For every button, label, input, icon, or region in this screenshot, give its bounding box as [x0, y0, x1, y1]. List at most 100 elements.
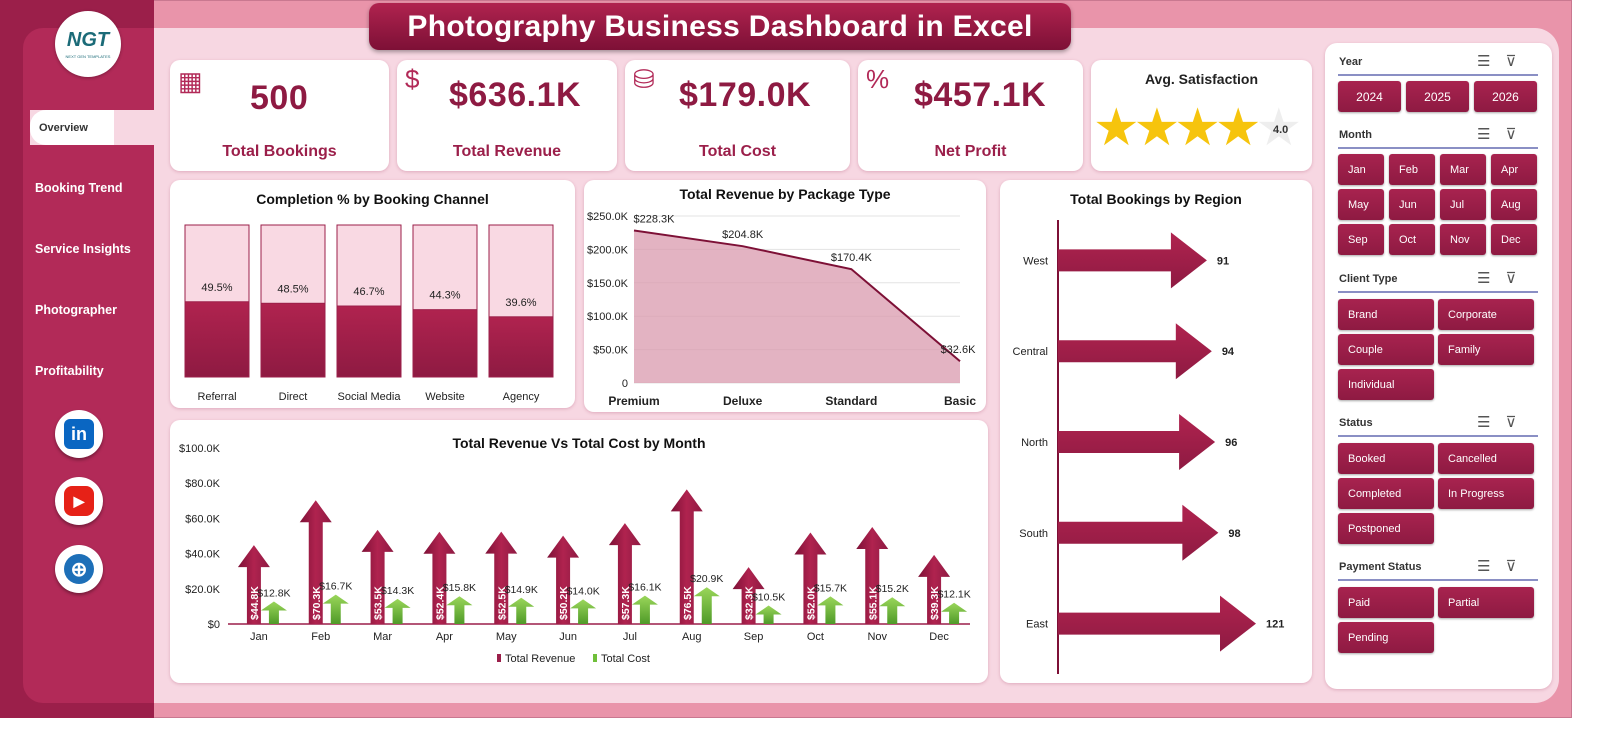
nav-item-profitability[interactable]: Profitability: [35, 364, 104, 378]
youtube-icon: ▶: [64, 486, 94, 516]
month-chart-card: Total Revenue Vs Total Cost by Month $10…: [170, 420, 988, 683]
avg-satisfaction-card: Avg. Satisfaction ★ ★ ★ ★ ★ 4.0: [1091, 60, 1312, 171]
y-tick-label: $60.0K: [185, 513, 221, 525]
month-category-label: May: [496, 631, 517, 643]
nav-item-service-insights[interactable]: Service Insights: [35, 242, 131, 256]
filter-status-booked[interactable]: Booked: [1338, 443, 1434, 474]
month-category-label: Feb: [311, 631, 330, 643]
filter-client-couple[interactable]: Couple: [1338, 334, 1434, 365]
region-data-label: 98: [1228, 528, 1240, 540]
filter-payment-pending[interactable]: Pending: [1338, 622, 1434, 653]
legend-cost-swatch: [593, 654, 597, 662]
month-category-label: Apr: [436, 631, 453, 643]
package-category-label: Deluxe: [723, 394, 763, 408]
clear-filter-icon[interactable]: ⊽: [1505, 53, 1517, 70]
clear-filter-icon[interactable]: ⊽: [1505, 558, 1517, 575]
filter-year-2025[interactable]: 2025: [1406, 81, 1469, 112]
filter-client-family[interactable]: Family: [1438, 334, 1534, 365]
kpi-total-bookings: ▦ 500 Total Bookings: [170, 60, 389, 171]
region-category-label: North: [1021, 437, 1048, 449]
filter-month-feb[interactable]: Feb: [1389, 154, 1435, 185]
clear-filter-icon[interactable]: ⊽: [1505, 270, 1517, 287]
cost-arrow: [817, 596, 844, 624]
cost-data-label: $14.3K: [381, 585, 414, 597]
region-data-label: 121: [1266, 619, 1284, 631]
filter-client-brand[interactable]: Brand: [1338, 299, 1434, 330]
cost-data-label: $12.8K: [257, 587, 290, 599]
star-filled-icon: ★: [1214, 99, 1262, 157]
filter-status-completed[interactable]: Completed: [1338, 478, 1434, 509]
clear-filter-icon[interactable]: ⊽: [1505, 414, 1517, 431]
filter-month-apr[interactable]: Apr: [1491, 154, 1537, 185]
cost-data-label: $15.8K: [443, 582, 476, 594]
filter-month-jul[interactable]: Jul: [1440, 189, 1486, 220]
filter-month-aug[interactable]: Aug: [1491, 189, 1537, 220]
completion-data-label: 49.5%: [201, 282, 232, 294]
month-category-label: Jul: [623, 631, 637, 643]
chart-title: Total Revenue Vs Total Cost by Month: [452, 435, 706, 451]
y-tick-label: $20.0K: [185, 584, 221, 596]
filter-year-2024[interactable]: 2024: [1338, 81, 1401, 112]
filter-client-corporate[interactable]: Corporate: [1438, 299, 1534, 330]
filter-status-label: Status: [1339, 417, 1373, 429]
clear-filter-icon[interactable]: ⊽: [1505, 126, 1517, 143]
bookings-icon: ▦: [178, 66, 203, 96]
filter-month-sep[interactable]: Sep: [1338, 224, 1384, 255]
filter-payment-paid[interactable]: Paid: [1338, 587, 1434, 618]
filter-year-label: Year: [1339, 56, 1363, 68]
multi-select-icon[interactable]: ☰: [1477, 414, 1491, 431]
cost-data-label: $16.7K: [319, 581, 352, 593]
cost-arrow: [260, 601, 287, 624]
month-category-label: Oct: [807, 631, 824, 643]
multi-select-icon[interactable]: ☰: [1477, 53, 1491, 70]
filter-year-2026[interactable]: 2026: [1474, 81, 1537, 112]
y-tick-label: $100.0K: [587, 311, 629, 323]
multi-select-icon[interactable]: ☰: [1477, 270, 1491, 287]
filter-divider: [1338, 579, 1538, 581]
revenue-arrow: [423, 531, 456, 624]
package-data-label: $228.3K: [634, 213, 676, 225]
cost-data-label: $20.9K: [690, 573, 723, 585]
month-category-label: Nov: [867, 631, 887, 643]
region-arrow: [1058, 414, 1216, 470]
cost-arrow: [693, 587, 720, 624]
legend-cost-label: Total Cost: [601, 653, 650, 665]
filter-client-individual[interactable]: Individual: [1338, 369, 1434, 400]
filter-client-type-label: Client Type: [1339, 273, 1398, 285]
revenue-arrow: [485, 531, 518, 624]
filter-month-jan[interactable]: Jan: [1338, 154, 1384, 185]
title-bar: Photography Business Dashboard in Excel: [369, 3, 1071, 50]
completion-category-label: Website: [425, 391, 465, 403]
multi-select-icon[interactable]: ☰: [1477, 558, 1491, 575]
package-data-label: $170.4K: [831, 252, 873, 264]
completion-data-label: 44.3%: [429, 290, 460, 302]
youtube-button[interactable]: ▶: [55, 477, 103, 525]
completion-category-label: Direct: [279, 391, 308, 403]
filter-status-icons: ☰ ⊽: [1477, 413, 1516, 431]
filter-status-postponed[interactable]: Postponed: [1338, 513, 1434, 544]
package-category-label: Premium: [608, 394, 659, 408]
filter-month-jun[interactable]: Jun: [1389, 189, 1435, 220]
y-tick-label: $50.0K: [593, 345, 629, 357]
filter-month-oct[interactable]: Oct: [1389, 224, 1435, 255]
filter-status-cancelled[interactable]: Cancelled: [1438, 443, 1534, 474]
filter-status-in-progress[interactable]: In Progress: [1438, 478, 1534, 509]
filter-month-nov[interactable]: Nov: [1440, 224, 1486, 255]
filter-month-may[interactable]: May: [1338, 189, 1384, 220]
chart-title: Total Bookings by Region: [1070, 191, 1242, 207]
completion-category-label: Social Media: [338, 391, 402, 403]
nav-item-booking-trend[interactable]: Booking Trend: [35, 181, 123, 195]
website-button[interactable]: ⊕: [55, 545, 103, 593]
multi-select-icon[interactable]: ☰: [1477, 126, 1491, 143]
filter-month-dec[interactable]: Dec: [1491, 224, 1537, 255]
region-category-label: West: [1023, 255, 1048, 267]
chart-title: Total Revenue by Package Type: [679, 186, 891, 202]
revenue-arrow: [794, 532, 827, 624]
filter-month-mar[interactable]: Mar: [1440, 154, 1486, 185]
linkedin-button[interactable]: in: [55, 410, 103, 458]
nav-item-overview[interactable]: Overview: [30, 110, 114, 145]
completion-data-label: 48.5%: [277, 283, 308, 295]
filter-payment-partial[interactable]: Partial: [1438, 587, 1534, 618]
nav-item-photographer[interactable]: Photographer: [35, 303, 117, 317]
region-arrow: [1058, 232, 1207, 289]
